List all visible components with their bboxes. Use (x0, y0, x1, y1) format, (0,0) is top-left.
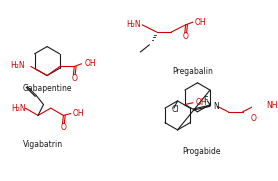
Text: OH: OH (73, 109, 84, 118)
Text: H₂N: H₂N (11, 104, 26, 113)
Text: Gabapentine: Gabapentine (22, 84, 72, 93)
Text: Vigabatrin: Vigabatrin (23, 140, 63, 149)
Text: O: O (250, 114, 257, 123)
Text: O: O (61, 123, 66, 132)
Text: H₂N: H₂N (10, 61, 24, 70)
Text: O: O (183, 32, 188, 41)
Text: H₂N: H₂N (126, 20, 140, 29)
Text: F: F (203, 96, 208, 104)
Text: Pregabalin: Pregabalin (172, 68, 214, 76)
Text: OH: OH (84, 59, 96, 68)
Text: NH₂: NH₂ (266, 101, 278, 110)
Text: Cl: Cl (172, 105, 180, 113)
Text: N: N (213, 102, 219, 111)
Text: OH: OH (195, 18, 206, 27)
Text: Progabide: Progabide (182, 147, 220, 156)
Text: OH: OH (196, 98, 207, 107)
Text: O: O (71, 74, 77, 83)
